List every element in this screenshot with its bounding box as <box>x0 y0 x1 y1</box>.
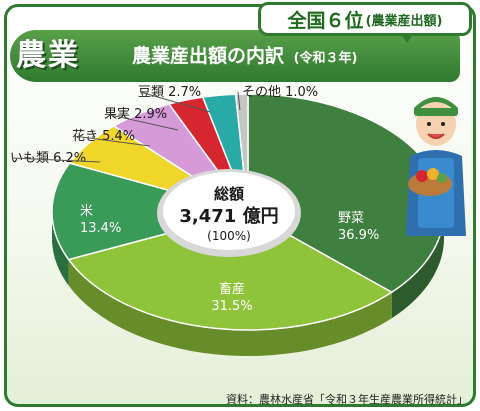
pie-slice-side-0 <box>391 212 444 319</box>
badge-pointer <box>400 33 414 43</box>
slice-label-3: いも類 6.2% <box>10 151 86 166</box>
slice-label-5: 果実 2.9% <box>104 106 167 122</box>
ranking-badge: 全国６位 (農業産出額) <box>258 2 472 36</box>
chart-title-year: (令和３年) <box>293 51 358 66</box>
center-total: 総額 3,471 億円 (100%) <box>157 169 301 257</box>
center-total-value: 3,471 億円 <box>179 205 278 227</box>
chart-title-main: 農業産出額の内訳 <box>132 45 285 67</box>
center-total-label: 総額 <box>214 185 244 203</box>
slice-label-4: 花き 5.4% <box>72 128 135 144</box>
pie-slice-side-1 <box>68 259 392 356</box>
pie-slice-1 <box>67 211 394 331</box>
pie-slice-side-2 <box>52 212 69 286</box>
leader-line-6 <box>139 91 211 113</box>
leader-line-3 <box>11 157 101 163</box>
slice-label-1: 畜産 31.5% <box>211 281 252 314</box>
center-total-pct: (100%) <box>207 229 251 243</box>
source-note: 資料：農林水産省「令和３年生産農業所得統計」 <box>226 393 468 406</box>
ranking-qualifier: (農業産出額) <box>365 13 443 29</box>
slice-label-6: 豆類 2.7% <box>138 85 201 100</box>
leader-line-7 <box>237 91 241 111</box>
ranking-text: 全国６位 <box>287 9 364 32</box>
leader-line-5 <box>105 113 179 131</box>
title-banner <box>10 30 460 82</box>
category-title: 農業 <box>16 38 80 73</box>
slice-label-2: 米 13.4% <box>80 204 121 236</box>
slice-label-7: その他 1.0% <box>242 85 318 100</box>
chart-title: 農業産出額の内訳 (令和３年) <box>132 40 357 72</box>
leader-line-4 <box>73 135 151 147</box>
slice-label-0: 野菜 36.9% <box>338 211 379 243</box>
farmer-icon <box>406 97 466 236</box>
pie-slice-2 <box>51 162 251 261</box>
